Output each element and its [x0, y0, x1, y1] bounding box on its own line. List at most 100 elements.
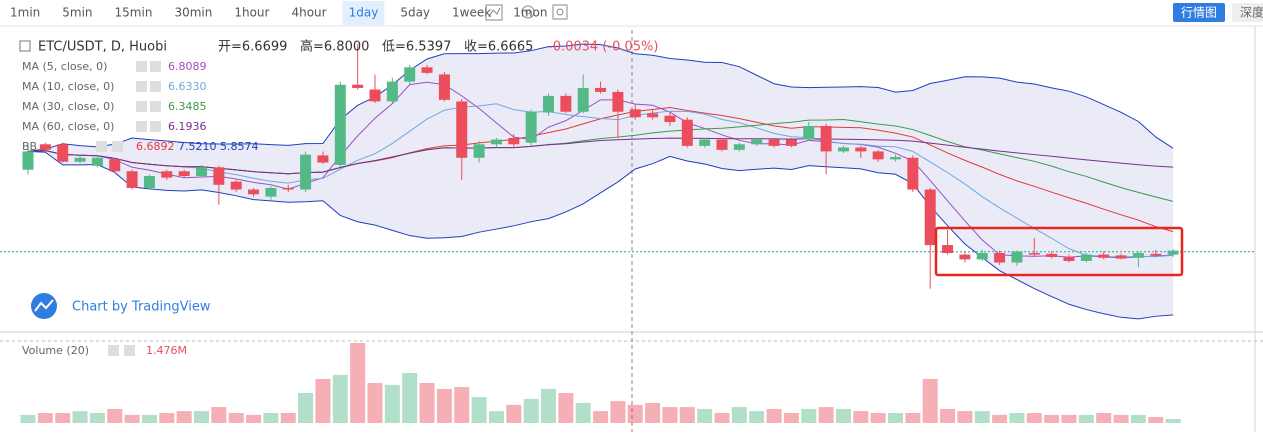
interval[interactable]: 1week — [452, 6, 491, 20]
indicator-name: MA (60, close, 0) — [22, 120, 114, 133]
volume-value: 1.476M — [146, 344, 187, 357]
indicator-value: 6.3485 — [168, 100, 207, 113]
candle-body — [907, 157, 919, 190]
interval[interactable]: 5min — [62, 6, 92, 20]
candle-body — [890, 156, 901, 160]
candle-body — [421, 67, 433, 73]
interval-active — [342, 1, 385, 25]
candle-body — [1028, 253, 1040, 255]
volume-bar — [731, 407, 747, 423]
view-button[interactable] — [1232, 3, 1263, 22]
indicator-value: 6.8089 — [168, 60, 207, 73]
snapshot-icon[interactable] — [552, 4, 568, 20]
interval[interactable]: 1day — [349, 6, 379, 20]
interval[interactable]: 1mon — [513, 6, 547, 20]
candle-body — [282, 187, 294, 190]
indicator-settings[interactable] — [136, 81, 147, 92]
volume-bar — [124, 414, 140, 423]
candle-body — [109, 159, 121, 172]
volume-bar — [749, 411, 765, 423]
indicator-settings[interactable] — [136, 101, 147, 112]
volume-bar — [141, 414, 157, 423]
candle-body — [126, 171, 138, 188]
watermark: Chart by TradingView — [31, 293, 211, 319]
volume-bar — [263, 413, 279, 423]
view-button-label[interactable]: 深度 — [1240, 5, 1263, 20]
indicator-settings[interactable] — [136, 61, 147, 72]
candle-body — [959, 254, 971, 260]
volume-bar — [228, 413, 244, 423]
candle-body — [1080, 254, 1092, 261]
interval[interactable]: 15min — [115, 6, 153, 20]
open: 开=6.6699 — [218, 40, 287, 55]
indicator-icon[interactable] — [485, 4, 503, 21]
interval[interactable]: 1hour — [234, 6, 269, 20]
bb-value: 6.6892 — [136, 140, 175, 153]
volume-close[interactable] — [124, 345, 135, 356]
indicator-settings[interactable] — [136, 121, 147, 132]
indicator-glyph — [488, 7, 501, 18]
candle-body — [248, 189, 260, 195]
candle-body — [300, 154, 312, 190]
volume-bar — [610, 401, 626, 423]
candle-body — [196, 167, 207, 177]
volume-bar — [367, 383, 383, 423]
candle-body — [855, 147, 867, 152]
candle-body — [91, 157, 103, 166]
highlight-box — [934, 226, 1184, 277]
view-button-label[interactable]: 行情图 — [1181, 6, 1217, 20]
toolbar — [0, 0, 1263, 26]
volume-bar — [523, 398, 539, 423]
change: -0.0034 (-0.05%) — [548, 40, 658, 55]
volume-bar — [1113, 414, 1129, 423]
volume-bar — [332, 374, 348, 423]
bb-name: BB — [22, 140, 37, 153]
volume-bar — [1061, 414, 1077, 423]
candle-body — [404, 67, 416, 82]
low: 低=6.5397 — [382, 40, 451, 55]
indicator-close[interactable] — [150, 81, 161, 92]
snapshot-glyph — [556, 8, 564, 16]
bb-settings[interactable] — [96, 141, 107, 152]
volume-bar — [20, 414, 36, 423]
legend: ETC/USDT, D, Huobi 开=6.6699 高=6.8000 低=6… — [19, 39, 658, 153]
watermark-text: Chart by TradingView — [72, 300, 211, 315]
indicator-name: MA (30, close, 0) — [22, 100, 114, 113]
volume-bar — [72, 411, 88, 423]
indicator-close[interactable] — [150, 61, 161, 72]
volume-bar — [766, 408, 782, 423]
indicator-close[interactable] — [150, 121, 161, 132]
candle-body — [629, 109, 641, 118]
candle-body — [473, 144, 485, 158]
volume-bar — [159, 413, 175, 423]
candle-body — [820, 126, 832, 152]
collapse-icon[interactable] — [19, 40, 31, 52]
candle-body — [716, 139, 728, 150]
candle-body — [1167, 250, 1179, 255]
candle-body — [699, 139, 711, 146]
volume-bar — [714, 413, 730, 423]
volume-settings[interactable] — [108, 345, 119, 356]
volume-bar — [940, 408, 956, 423]
symbol: ETC/USDT, D, Huobi — [38, 40, 167, 55]
candle-body — [768, 139, 780, 146]
interval[interactable]: 4hour — [291, 6, 326, 20]
candle-body — [681, 119, 693, 146]
view-button-active[interactable] — [1173, 3, 1225, 22]
volume-bar — [870, 413, 886, 423]
candle-body — [143, 176, 155, 188]
candle-body — [1098, 254, 1110, 258]
volume-bar — [350, 343, 366, 423]
candle-body — [647, 113, 659, 118]
interval[interactable]: 1min — [10, 6, 40, 20]
volume-bar — [645, 403, 661, 423]
settings-icon[interactable] — [521, 5, 535, 19]
indicator-name: MA (10, close, 0) — [22, 80, 114, 93]
volume-bar — [246, 414, 262, 423]
indicator-close[interactable] — [150, 101, 161, 112]
indicator-value: 6.6330 — [168, 80, 207, 93]
interval[interactable]: 5day — [400, 6, 430, 20]
interval[interactable]: 30min — [174, 6, 212, 20]
bb-close[interactable] — [112, 141, 123, 152]
